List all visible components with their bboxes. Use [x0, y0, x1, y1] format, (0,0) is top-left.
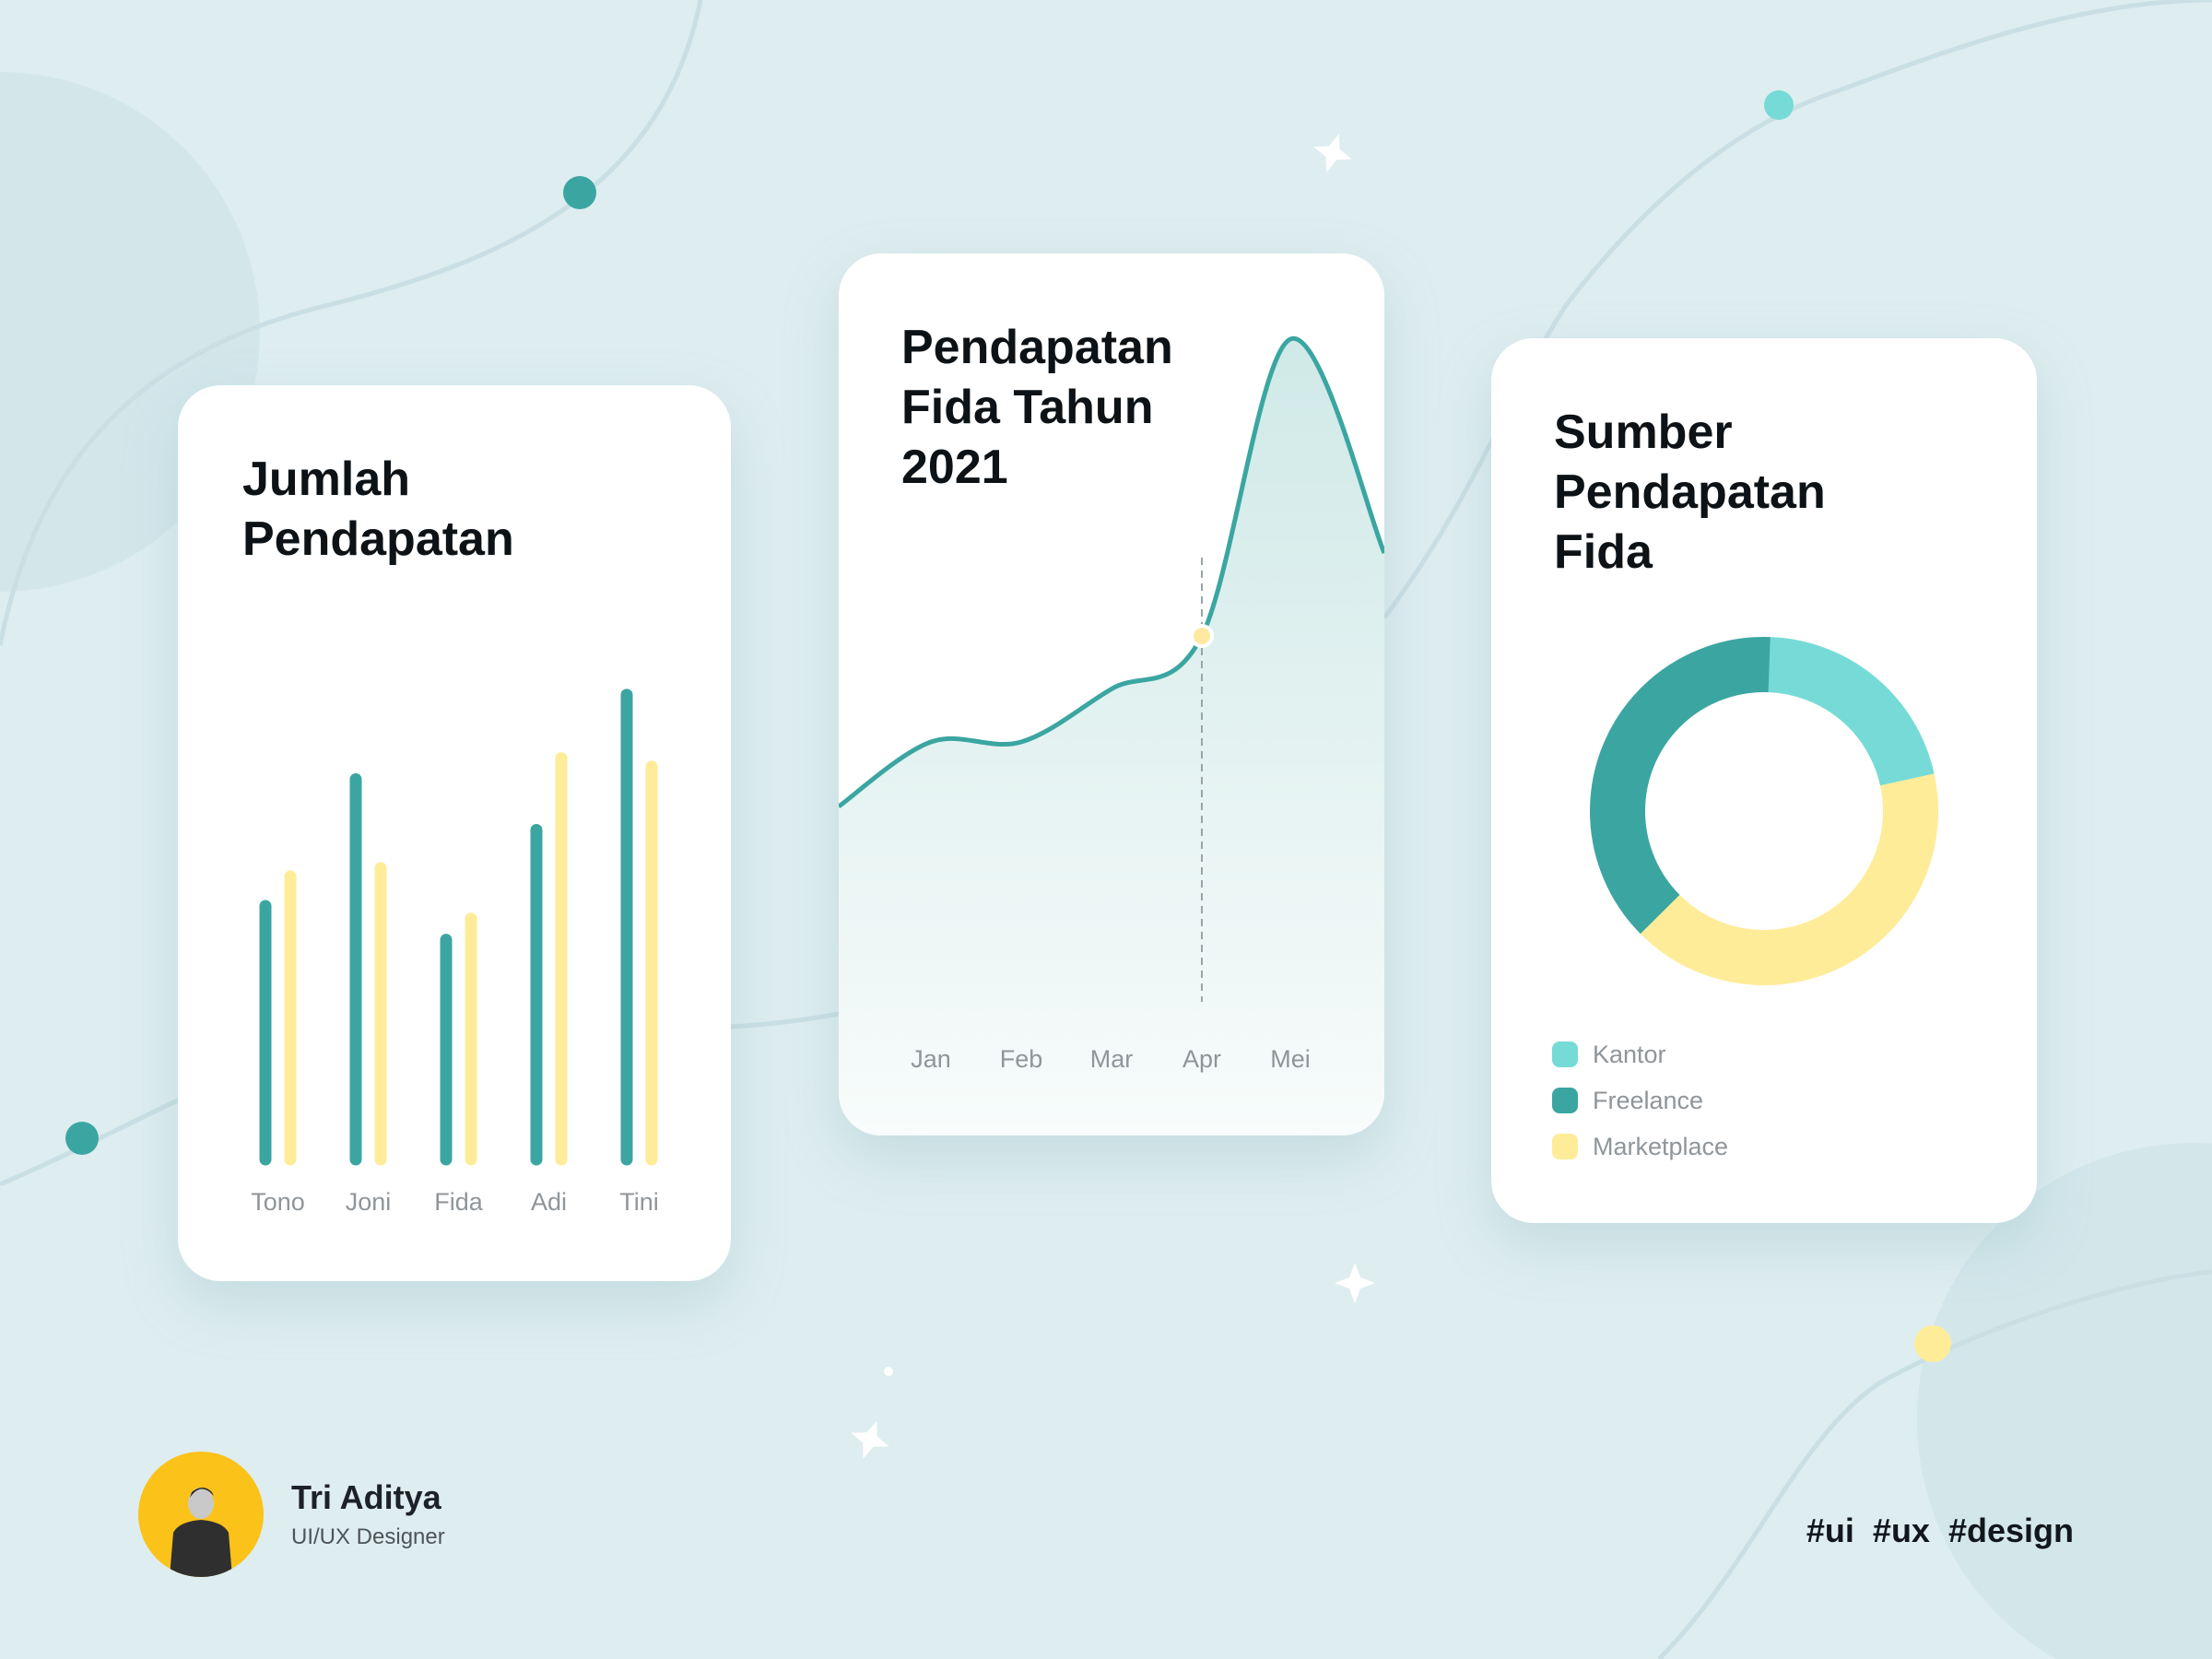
- legend-item-freelance: Freelance: [1552, 1077, 1728, 1124]
- author-role: UI/UX Designer: [291, 1524, 445, 1549]
- donut-chart-card: Sumber Pendapatan Fida Kantor Freelance …: [1491, 338, 2037, 1223]
- x-tick-label: Joni: [346, 1188, 392, 1216]
- author-name: Tri Aditya: [291, 1478, 441, 1516]
- x-tick-label: Mar: [1090, 1045, 1134, 1073]
- donut-chart: [1590, 637, 1938, 985]
- x-tick-label: Mei: [1270, 1045, 1311, 1073]
- bg-dot: [1914, 1325, 1951, 1362]
- bg-dot: [1764, 90, 1794, 120]
- area-fill: [839, 338, 1384, 1135]
- series-line: [839, 336, 1384, 809]
- x-tick-label: Jan: [911, 1045, 951, 1073]
- sparkle-icon: [1313, 134, 1352, 172]
- bar-chart: Tono Joni Fida Adi Tini: [251, 688, 659, 1216]
- bg-curve-bottom-right: [1657, 1269, 2212, 1659]
- sparkle-icon: [851, 1420, 889, 1459]
- line-chart-title: Pendapatan Fida Tahun 2021: [901, 321, 1173, 494]
- x-tick-label: Feb: [1000, 1045, 1043, 1073]
- legend-label: Freelance: [1593, 1086, 1704, 1114]
- legend-label: Marketplace: [1593, 1132, 1729, 1160]
- highlight-point[interactable]: [1190, 624, 1214, 648]
- legend-item-marketplace: Marketplace: [1552, 1124, 1728, 1170]
- donut-chart-title: Sumber Pendapatan Fida: [1554, 406, 1826, 579]
- legend-swatch: [1552, 1088, 1578, 1113]
- sparkle-icon: [1335, 1263, 1375, 1303]
- bg-dot: [884, 1367, 893, 1376]
- x-tick-label: Fida: [434, 1188, 484, 1216]
- x-tick-label: Apr: [1182, 1045, 1221, 1073]
- donut-slice-freelance: [1590, 637, 1938, 985]
- bg-curve-right: [1382, 0, 2212, 619]
- line-chart: Jan Feb Mar Apr Mei: [839, 336, 1384, 1135]
- avatar-person-icon: [170, 1488, 232, 1577]
- legend-swatch: [1552, 1134, 1578, 1159]
- legend-swatch: [1552, 1041, 1578, 1067]
- x-tick-label: Tono: [251, 1188, 305, 1216]
- bg-dot: [563, 176, 596, 209]
- bar-chart-card: Jumlah Pendapatan Tono Joni Fida Adi Tini: [178, 385, 731, 1281]
- x-tick-label: Tini: [619, 1188, 659, 1216]
- bar-chart-title: Jumlah Pendapatan: [242, 453, 514, 566]
- x-tick-label: Adi: [531, 1188, 567, 1216]
- avatar: [138, 1452, 264, 1577]
- donut-legend: Kantor Freelance Marketplace: [1552, 1031, 1728, 1170]
- bg-circle-right: [1917, 1143, 2212, 1659]
- hashtags: #ui #ux #design: [1806, 1512, 2074, 1549]
- legend-label: Kantor: [1593, 1040, 1666, 1068]
- bg-dot: [65, 1122, 99, 1155]
- line-chart-card: Pendapatan Fida Tahun 2021 Jan Feb Mar Apr M…: [839, 253, 1384, 1135]
- legend-item-kantor: Kantor: [1552, 1031, 1728, 1077]
- bg-curve-top-left: [0, 0, 703, 646]
- author-block: Tri Aditya UI/UX Designer: [138, 1452, 445, 1577]
